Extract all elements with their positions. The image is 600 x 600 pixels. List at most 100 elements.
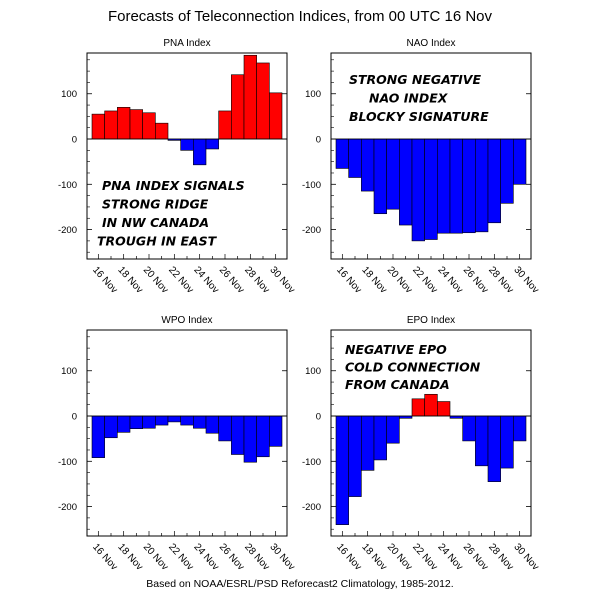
annotation-line: STRONG RIDGE [102,197,209,212]
bar-16-nov [91,415,105,458]
y-tick-label: -100 [58,180,77,191]
x-tick-label: 26 Nov [217,265,246,296]
annotation-line: BLOCKY SIGNATURE [349,109,489,124]
bar-16-nov [335,415,349,525]
y-tick-label: 100 [61,89,77,100]
bar-18-nov [361,138,375,192]
bar-20-nov [142,415,156,429]
bar-18-nov [117,415,131,433]
y-tick-label: -200 [58,502,77,513]
annotation-line: STRONG NEGATIVE [349,72,481,87]
bar-21-nov [155,122,169,140]
x-tick-label: 18 Nov [359,542,388,573]
bar-28-nov [487,415,501,482]
bar-22-nov [411,398,425,417]
bar-30-nov [269,415,283,447]
y-tick-label: 0 [316,135,321,146]
bar-23-nov [180,138,194,151]
bar-19-nov [129,109,143,140]
x-tick-label: 30 Nov [267,265,296,296]
x-tick-label: 22 Nov [410,542,439,573]
panel-title: PNA Index [163,38,210,49]
panel-title: EPO Index [407,315,455,326]
panel-title: WPO Index [161,315,212,326]
y-tick-label: -200 [302,225,321,236]
panel-title: NAO Index [407,38,456,49]
x-tick-label: 28 Nov [242,542,271,573]
bar-28-nov [243,415,257,463]
bar-30-nov [269,92,283,140]
bar-26-nov [218,415,232,442]
y-tick-label: 0 [72,412,77,423]
bar-26-nov [462,415,476,442]
bar-27-nov [231,74,245,140]
x-tick-label: 24 Nov [191,265,220,296]
x-tick-label: 24 Nov [435,265,464,296]
x-tick-label: 20 Nov [385,265,414,296]
x-tick-label: 30 Nov [511,265,540,296]
bar-16-nov [91,113,105,140]
x-tick-label: 16 Nov [334,542,363,573]
y-tick-label: 100 [305,89,321,100]
bar-17-nov [104,110,118,140]
x-tick-label: 28 Nov [242,265,271,296]
y-tick-label: -100 [302,180,321,191]
bar-18-nov [361,415,375,471]
x-tick-label: 16 Nov [90,265,119,296]
bar-21-nov [399,138,413,226]
x-tick-label: 18 Nov [115,542,144,573]
y-tick-label: -200 [302,502,321,513]
y-tick-label: -100 [302,457,321,468]
bar-19-nov [373,138,387,215]
bar-25-nov [449,138,463,234]
bar-20-nov [386,415,400,444]
y-tick-label: 0 [72,135,77,146]
bar-19-nov [129,415,143,429]
x-tick-label: 26 Nov [461,265,490,296]
y-tick-label: 100 [61,366,77,377]
annotation-line: NAO INDEX [369,91,449,106]
bar-29-nov [256,415,270,458]
annotation-line: PNA INDEX SIGNALS [102,178,245,193]
footer-note: Based on NOAA/ESRL/PSD Reforecast2 Clima… [146,578,454,590]
x-tick-label: 28 Nov [486,265,515,296]
x-tick-label: 26 Nov [217,542,246,573]
bar-24-nov [437,138,451,234]
bar-21-nov [155,415,169,426]
bar-28-nov [487,138,501,224]
x-tick-label: 24 Nov [435,542,464,573]
x-tick-label: 20 Nov [141,542,170,573]
bar-22-nov [167,415,181,423]
x-tick-label: 22 Nov [166,265,195,296]
x-tick-label: 16 Nov [90,542,119,573]
y-tick-label: -200 [58,225,77,236]
bar-27-nov [475,415,489,467]
annotation-line: TROUGH IN EAST [97,234,218,249]
bar-29-nov [256,62,270,140]
bar-23-nov [424,138,438,240]
x-tick-label: 24 Nov [191,542,220,573]
x-tick-label: 20 Nov [141,265,170,296]
x-tick-label: 28 Nov [486,542,515,573]
bar-16-nov [335,138,349,169]
bar-17-nov [348,415,362,497]
bar-19-nov [373,415,387,461]
x-tick-label: 18 Nov [359,265,388,296]
annotation-line: NEGATIVE EPO [345,342,447,357]
bar-26-nov [218,110,232,140]
x-tick-label: 22 Nov [410,265,439,296]
bar-24-nov [193,138,207,166]
bar-27-nov [231,415,245,455]
x-tick-label: 16 Nov [334,265,363,296]
bar-17-nov [348,138,362,178]
bar-24-nov [193,415,207,429]
bar-17-nov [104,415,118,439]
annotation-line: IN NW CANADA [102,215,209,230]
x-tick-label: 18 Nov [115,265,144,296]
bar-24-nov [437,401,451,417]
